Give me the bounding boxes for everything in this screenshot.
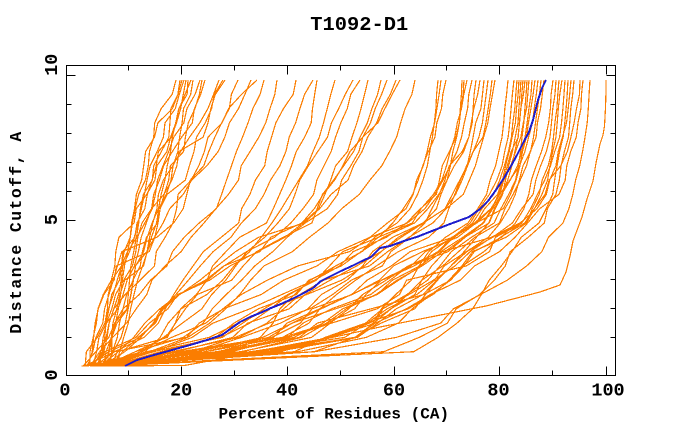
svg-text:T1092-D1: T1092-D1	[310, 14, 408, 36]
svg-text:0: 0	[42, 369, 63, 380]
svg-text:80: 80	[487, 381, 509, 402]
svg-text:60: 60	[383, 381, 405, 402]
svg-text:5: 5	[42, 214, 63, 225]
svg-text:10: 10	[42, 54, 63, 76]
svg-text:Percent of Residues (CA): Percent of Residues (CA)	[219, 405, 450, 423]
svg-text:40: 40	[276, 381, 298, 402]
svg-text:100: 100	[591, 381, 624, 402]
svg-text:Distance Cutoff, A: Distance Cutoff, A	[7, 132, 26, 334]
svg-text:0: 0	[59, 381, 70, 402]
svg-text:20: 20	[170, 381, 192, 402]
